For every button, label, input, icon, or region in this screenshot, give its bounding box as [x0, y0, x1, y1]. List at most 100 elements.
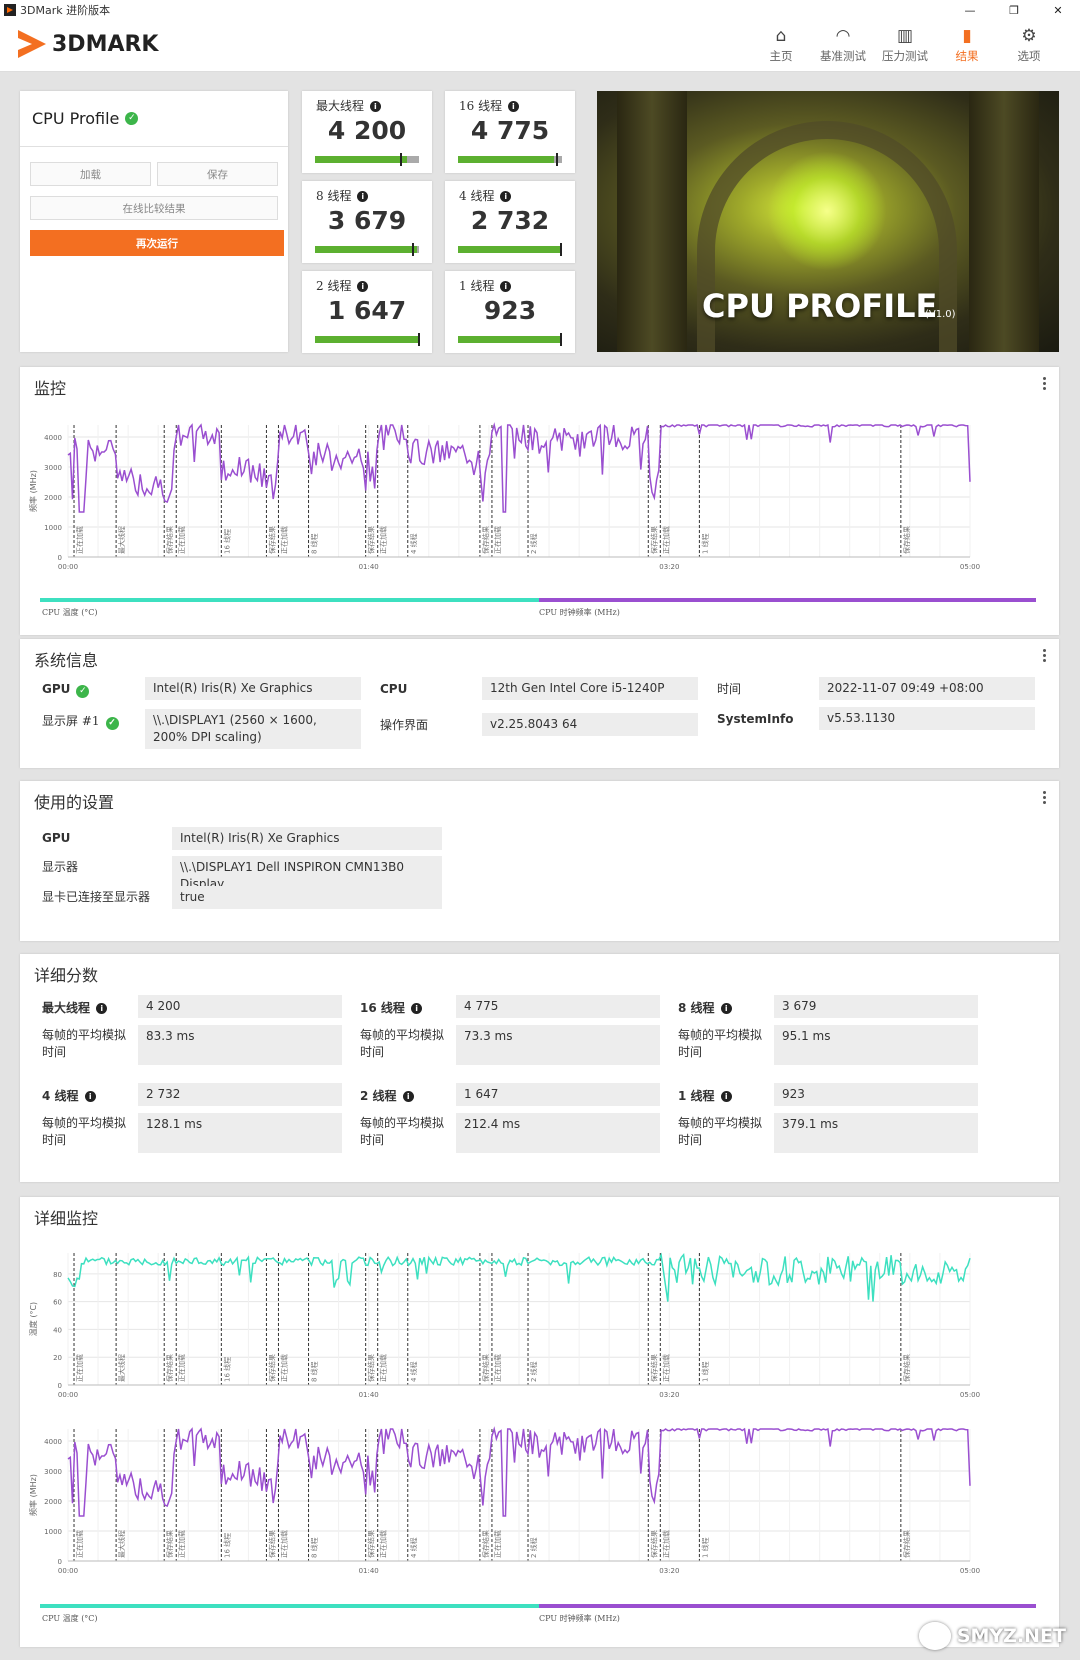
- phase-marker-label: 8 线程: [310, 533, 319, 554]
- info-icon[interactable]: i: [96, 1003, 108, 1014]
- info-icon[interactable]: i: [500, 281, 512, 292]
- phase-marker-label: 保存结果: [902, 526, 911, 554]
- info-icon[interactable]: i: [369, 101, 381, 112]
- score-bar: [315, 153, 419, 166]
- detail-score-value: 3 679: [774, 995, 978, 1018]
- minimize-button[interactable]: —: [964, 3, 976, 17]
- score-card-4[interactable]: 4 线程 i 2 732: [445, 181, 575, 263]
- check-icon: ✓: [125, 112, 139, 125]
- watermark-text: SMYZ.NET: [956, 1625, 1066, 1647]
- more-menu-icon[interactable]: [1043, 649, 1047, 664]
- score-label-text: 8 线程: [316, 189, 352, 203]
- nav-results[interactable]: ▮ 结果: [936, 24, 998, 64]
- nav-options[interactable]: ⚙ 选项: [998, 24, 1060, 64]
- detail-clock-chart: 0 1000 2000 3000 4000 00:00 01:40 03:20 05:00 频率 …: [28, 1426, 980, 1575]
- info-icon[interactable]: i: [720, 1003, 732, 1014]
- y-axis-label: 频率 (MHz): [28, 470, 38, 512]
- phase-marker-label: 正在加载: [379, 526, 388, 554]
- score-card-8[interactable]: 8 线程 i 3 679: [302, 181, 432, 263]
- score-card-max[interactable]: 最大线程 i 4 200: [302, 91, 432, 173]
- score-label: 8 线程 i: [302, 181, 432, 204]
- nav-stress-label: 压力测试: [882, 49, 928, 63]
- info-icon[interactable]: i: [84, 1091, 96, 1102]
- gpu-label-text: GPU: [42, 682, 71, 696]
- save-button[interactable]: 保存: [157, 162, 278, 186]
- time-value: 2022-11-07 09:49 +08:00: [819, 677, 1035, 700]
- detail-score-label-text: 2 线程: [360, 1089, 397, 1103]
- legend-clock-bar[interactable]: [539, 1604, 1036, 1608]
- nav-home[interactable]: ⌂ 主页: [750, 24, 812, 64]
- phase-marker-label: 正在加载: [177, 1530, 186, 1558]
- gpu-label: GPU ✓: [42, 681, 90, 698]
- nav-benchmarks[interactable]: ◠ 基准测试: [812, 24, 874, 64]
- score-label: 4 线程 i: [445, 181, 575, 204]
- legend-temp-bar[interactable]: [40, 1604, 556, 1608]
- more-menu-icon[interactable]: [1043, 377, 1047, 392]
- y-tick-label: 1000: [44, 1528, 62, 1536]
- main-nav: ⌂ 主页 ◠ 基准测试 ▥ 压力测试 ▮ 结果 ⚙ 选项: [750, 24, 1060, 64]
- info-icon[interactable]: i: [357, 281, 369, 292]
- phase-marker-label: 保存结果: [902, 1354, 911, 1382]
- phase-marker-label: 正在加载: [379, 1354, 388, 1382]
- score-card-2[interactable]: 2 线程 i 1 647: [302, 271, 432, 353]
- compare-online-button[interactable]: 在线比较结果: [30, 196, 278, 220]
- y-tick-label: 1000: [44, 524, 62, 532]
- info-icon[interactable]: i: [402, 1091, 414, 1102]
- score-card-1[interactable]: 1 线程 i 923: [445, 271, 575, 353]
- phase-marker-label: 保存结果: [481, 1530, 490, 1558]
- phase-marker-label: 正在加载: [661, 1354, 670, 1382]
- phase-marker-label: 正在加载: [279, 1530, 288, 1558]
- x-tick-label: 00:00: [58, 1391, 78, 1399]
- y-tick-label: 3000: [44, 464, 62, 472]
- settings-gpu-value: Intel(R) Iris(R) Xe Graphics: [172, 827, 442, 850]
- frame-time-label: 每帧的平均模拟时间: [42, 1028, 127, 1059]
- results-icon: ▮: [962, 26, 972, 46]
- info-icon[interactable]: i: [720, 1091, 732, 1102]
- x-tick-label: 03:20: [659, 563, 679, 571]
- phase-marker-label: 正在加载: [75, 1354, 84, 1382]
- x-tick-label: 03:20: [659, 1567, 679, 1575]
- y-tick-label: 40: [53, 1326, 62, 1334]
- os-value: v2.25.8043 64: [482, 713, 698, 736]
- info-icon[interactable]: i: [507, 101, 519, 112]
- score-bar: [315, 243, 419, 256]
- phase-marker-label: 1 线程: [700, 1361, 709, 1382]
- home-icon: ⌂: [775, 26, 787, 46]
- settings-connected-value: true: [172, 886, 442, 909]
- y-tick-label: 80: [53, 1271, 62, 1279]
- restore-button[interactable]: ❐: [1009, 3, 1019, 17]
- info-icon[interactable]: i: [411, 1003, 423, 1014]
- logo[interactable]: 3DMARK: [16, 26, 158, 62]
- rerun-button[interactable]: 再次运行: [30, 230, 284, 256]
- phase-marker-label: 正在加载: [493, 526, 502, 554]
- hero-pillar: [617, 91, 687, 352]
- legend-clock-bar[interactable]: [539, 598, 1036, 602]
- close-button[interactable]: ✕: [1053, 3, 1063, 17]
- score-value: 2 732: [470, 206, 550, 235]
- section-title: 详细监控: [34, 1209, 99, 1228]
- score-label: 2 线程 i: [302, 271, 432, 294]
- frame-time-value: 128.1 ms: [138, 1113, 342, 1153]
- hero-image: CPU PROFILE (V1.0): [597, 91, 1059, 352]
- load-button[interactable]: 加载: [30, 162, 151, 186]
- phase-marker-label: 保存结果: [165, 1354, 174, 1382]
- score-bar: [315, 333, 420, 346]
- score-card-16[interactable]: 16 线程 i 4 775: [445, 91, 575, 173]
- phase-marker-label: 正在加载: [279, 1354, 288, 1382]
- systeminfo-label: SystemInfo: [717, 712, 794, 726]
- profile-title: CPU Profile ✓: [20, 91, 288, 147]
- phase-marker-label: 最大线程: [117, 1530, 126, 1558]
- more-menu-icon[interactable]: [1043, 791, 1047, 806]
- watermark-logo: [918, 1622, 951, 1650]
- profile-title-text: CPU Profile: [32, 109, 120, 128]
- settings-gpu-label: GPU: [42, 831, 71, 845]
- cpu-value: 12th Gen Intel Core i5-1240P: [482, 677, 698, 700]
- info-icon[interactable]: i: [500, 191, 512, 202]
- systeminfo-value: v5.53.1130: [819, 707, 1035, 730]
- detail-score-value: 1 647: [456, 1083, 660, 1106]
- legend-temp-bar[interactable]: [40, 598, 556, 602]
- info-icon[interactable]: i: [357, 191, 369, 202]
- nav-stress[interactable]: ▥ 压力测试: [874, 24, 936, 64]
- frame-time-label: 每帧的平均模拟时间: [360, 1028, 445, 1059]
- phase-marker-label: 保存结果: [165, 526, 174, 554]
